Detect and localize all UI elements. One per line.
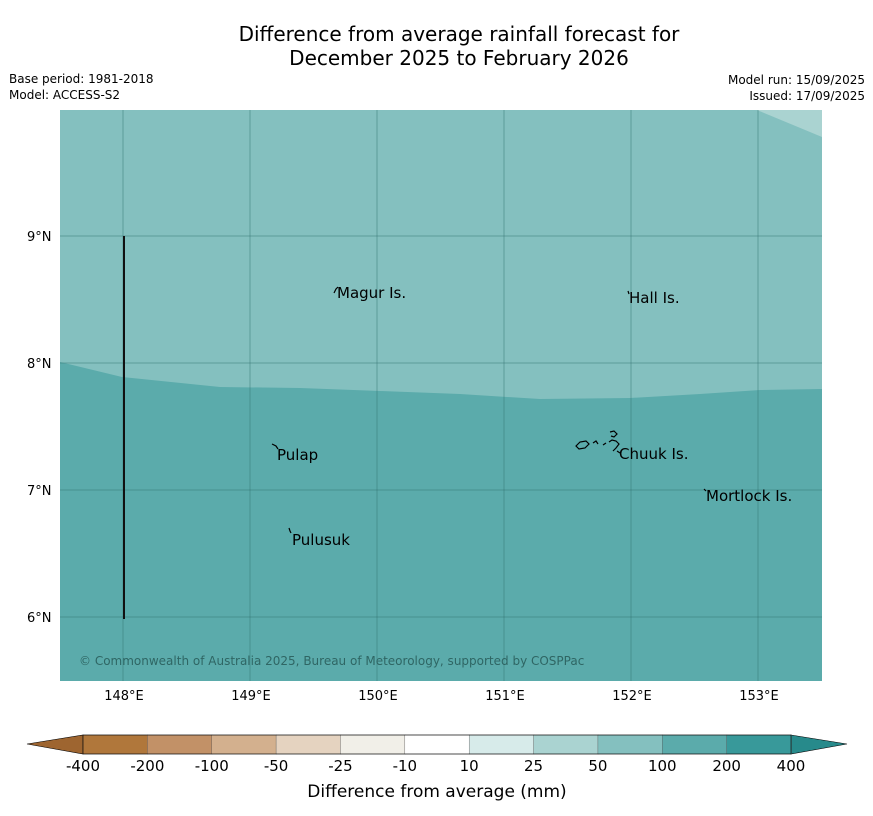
colorbar-tick-label: -400 — [66, 757, 100, 775]
colorbar-swatch — [147, 734, 213, 755]
colorbar-tick-label: -25 — [328, 757, 353, 775]
model-name: Model: ACCESS-S2 — [9, 88, 121, 102]
colorbar-swatch — [82, 734, 149, 755]
map-title: Difference from average rainfall forecas… — [0, 22, 873, 70]
colorbar-tick-label: 10 — [460, 757, 479, 775]
meta-right: Model run: 15/09/2025 Issued: 17/09/2025 — [728, 72, 865, 104]
place-label-hall: Hall Is. — [629, 289, 680, 307]
issued-date: Issued: 17/09/2025 — [749, 89, 865, 103]
colorbar-labels: -400 -200 -100 -50 -25 -10 10 25 50 100 200 400 — [66, 757, 805, 775]
colorbar-swatch — [662, 734, 728, 755]
colorbar-swatch — [533, 734, 599, 755]
x-tick-153e: 153°E — [739, 689, 779, 704]
x-axis-labels: 148°E 149°E 150°E 151°E 152°E 153°E — [104, 689, 779, 704]
colorbar-swatch — [404, 734, 470, 755]
island-hall — [627, 290, 630, 295]
colorbar-tick-label: 400 — [777, 757, 806, 775]
colorbar-swatch — [726, 734, 792, 755]
colorbar-swatch — [275, 734, 342, 755]
colorbar-tick-label: -50 — [264, 757, 289, 775]
colorbar-extend-low — [26, 734, 84, 755]
colorbar-swatch — [211, 734, 277, 755]
copyright-notice: © Commonwealth of Australia 2025, Bureau… — [79, 654, 584, 668]
island-mortlock — [703, 488, 707, 492]
map-panel: Magur Is. Hall Is. Pulap Chuuk Is. Mortl… — [60, 110, 822, 681]
colorbar-tick-label: 200 — [712, 757, 741, 775]
place-label-chuuk: Chuuk Is. — [619, 445, 688, 463]
y-tick-7n: 7°N — [27, 484, 52, 499]
x-tick-152e: 152°E — [612, 689, 652, 704]
colorbar-tick-label: -10 — [393, 757, 418, 775]
island-pulusuk — [288, 527, 292, 534]
colorbar-tick-label: -100 — [195, 757, 229, 775]
colorbar-tick-label: 50 — [588, 757, 607, 775]
base-period: Base period: 1981-2018 — [9, 72, 154, 86]
place-label-pulap: Pulap — [277, 446, 318, 464]
island-chuuk — [575, 430, 621, 454]
meta-left: Base period: 1981-2018 Model: ACCESS-S2 — [9, 71, 154, 103]
colorbar-tick-label: 25 — [524, 757, 543, 775]
island-pulap — [271, 443, 279, 450]
x-tick-151e: 151°E — [485, 689, 525, 704]
colorbar: -400 -200 -100 -50 -25 -10 10 25 50 100 200 400 Dif… — [26, 734, 848, 802]
rainfall-region-25-50 — [757, 110, 822, 137]
title-line-2: December 2025 to February 2026 — [289, 46, 629, 70]
title-line-1: Difference from average rainfall forecas… — [238, 22, 680, 46]
y-tick-8n: 8°N — [27, 357, 52, 372]
x-tick-149e: 149°E — [231, 689, 271, 704]
place-label-mortlock: Mortlock Is. — [706, 487, 792, 505]
colorbar-swatch — [468, 734, 535, 755]
x-tick-148e: 148°E — [104, 689, 144, 704]
y-axis-labels: 9°N 8°N 7°N 6°N — [27, 230, 52, 626]
colorbar-title: Difference from average (mm) — [307, 782, 566, 802]
colorbar-tick-label: 100 — [648, 757, 677, 775]
colorbar-outline — [82, 734, 792, 755]
colorbar-extend-high — [790, 734, 848, 755]
y-tick-9n: 9°N — [27, 230, 52, 245]
place-label-pulusuk: Pulusuk — [292, 531, 350, 549]
colorbar-swatch — [340, 734, 406, 755]
model-run: Model run: 15/09/2025 — [727, 73, 865, 87]
place-label-magur: Magur Is. — [337, 284, 406, 302]
colorbar-swatches — [82, 734, 792, 755]
colorbar-swatch — [597, 734, 663, 755]
colorbar-tick-label: -200 — [130, 757, 164, 775]
x-tick-150e: 150°E — [358, 689, 398, 704]
rainfall-region-100-200 — [60, 362, 822, 681]
island-shapes — [271, 286, 707, 534]
y-tick-6n: 6°N — [27, 611, 52, 626]
island-magur — [333, 286, 339, 294]
